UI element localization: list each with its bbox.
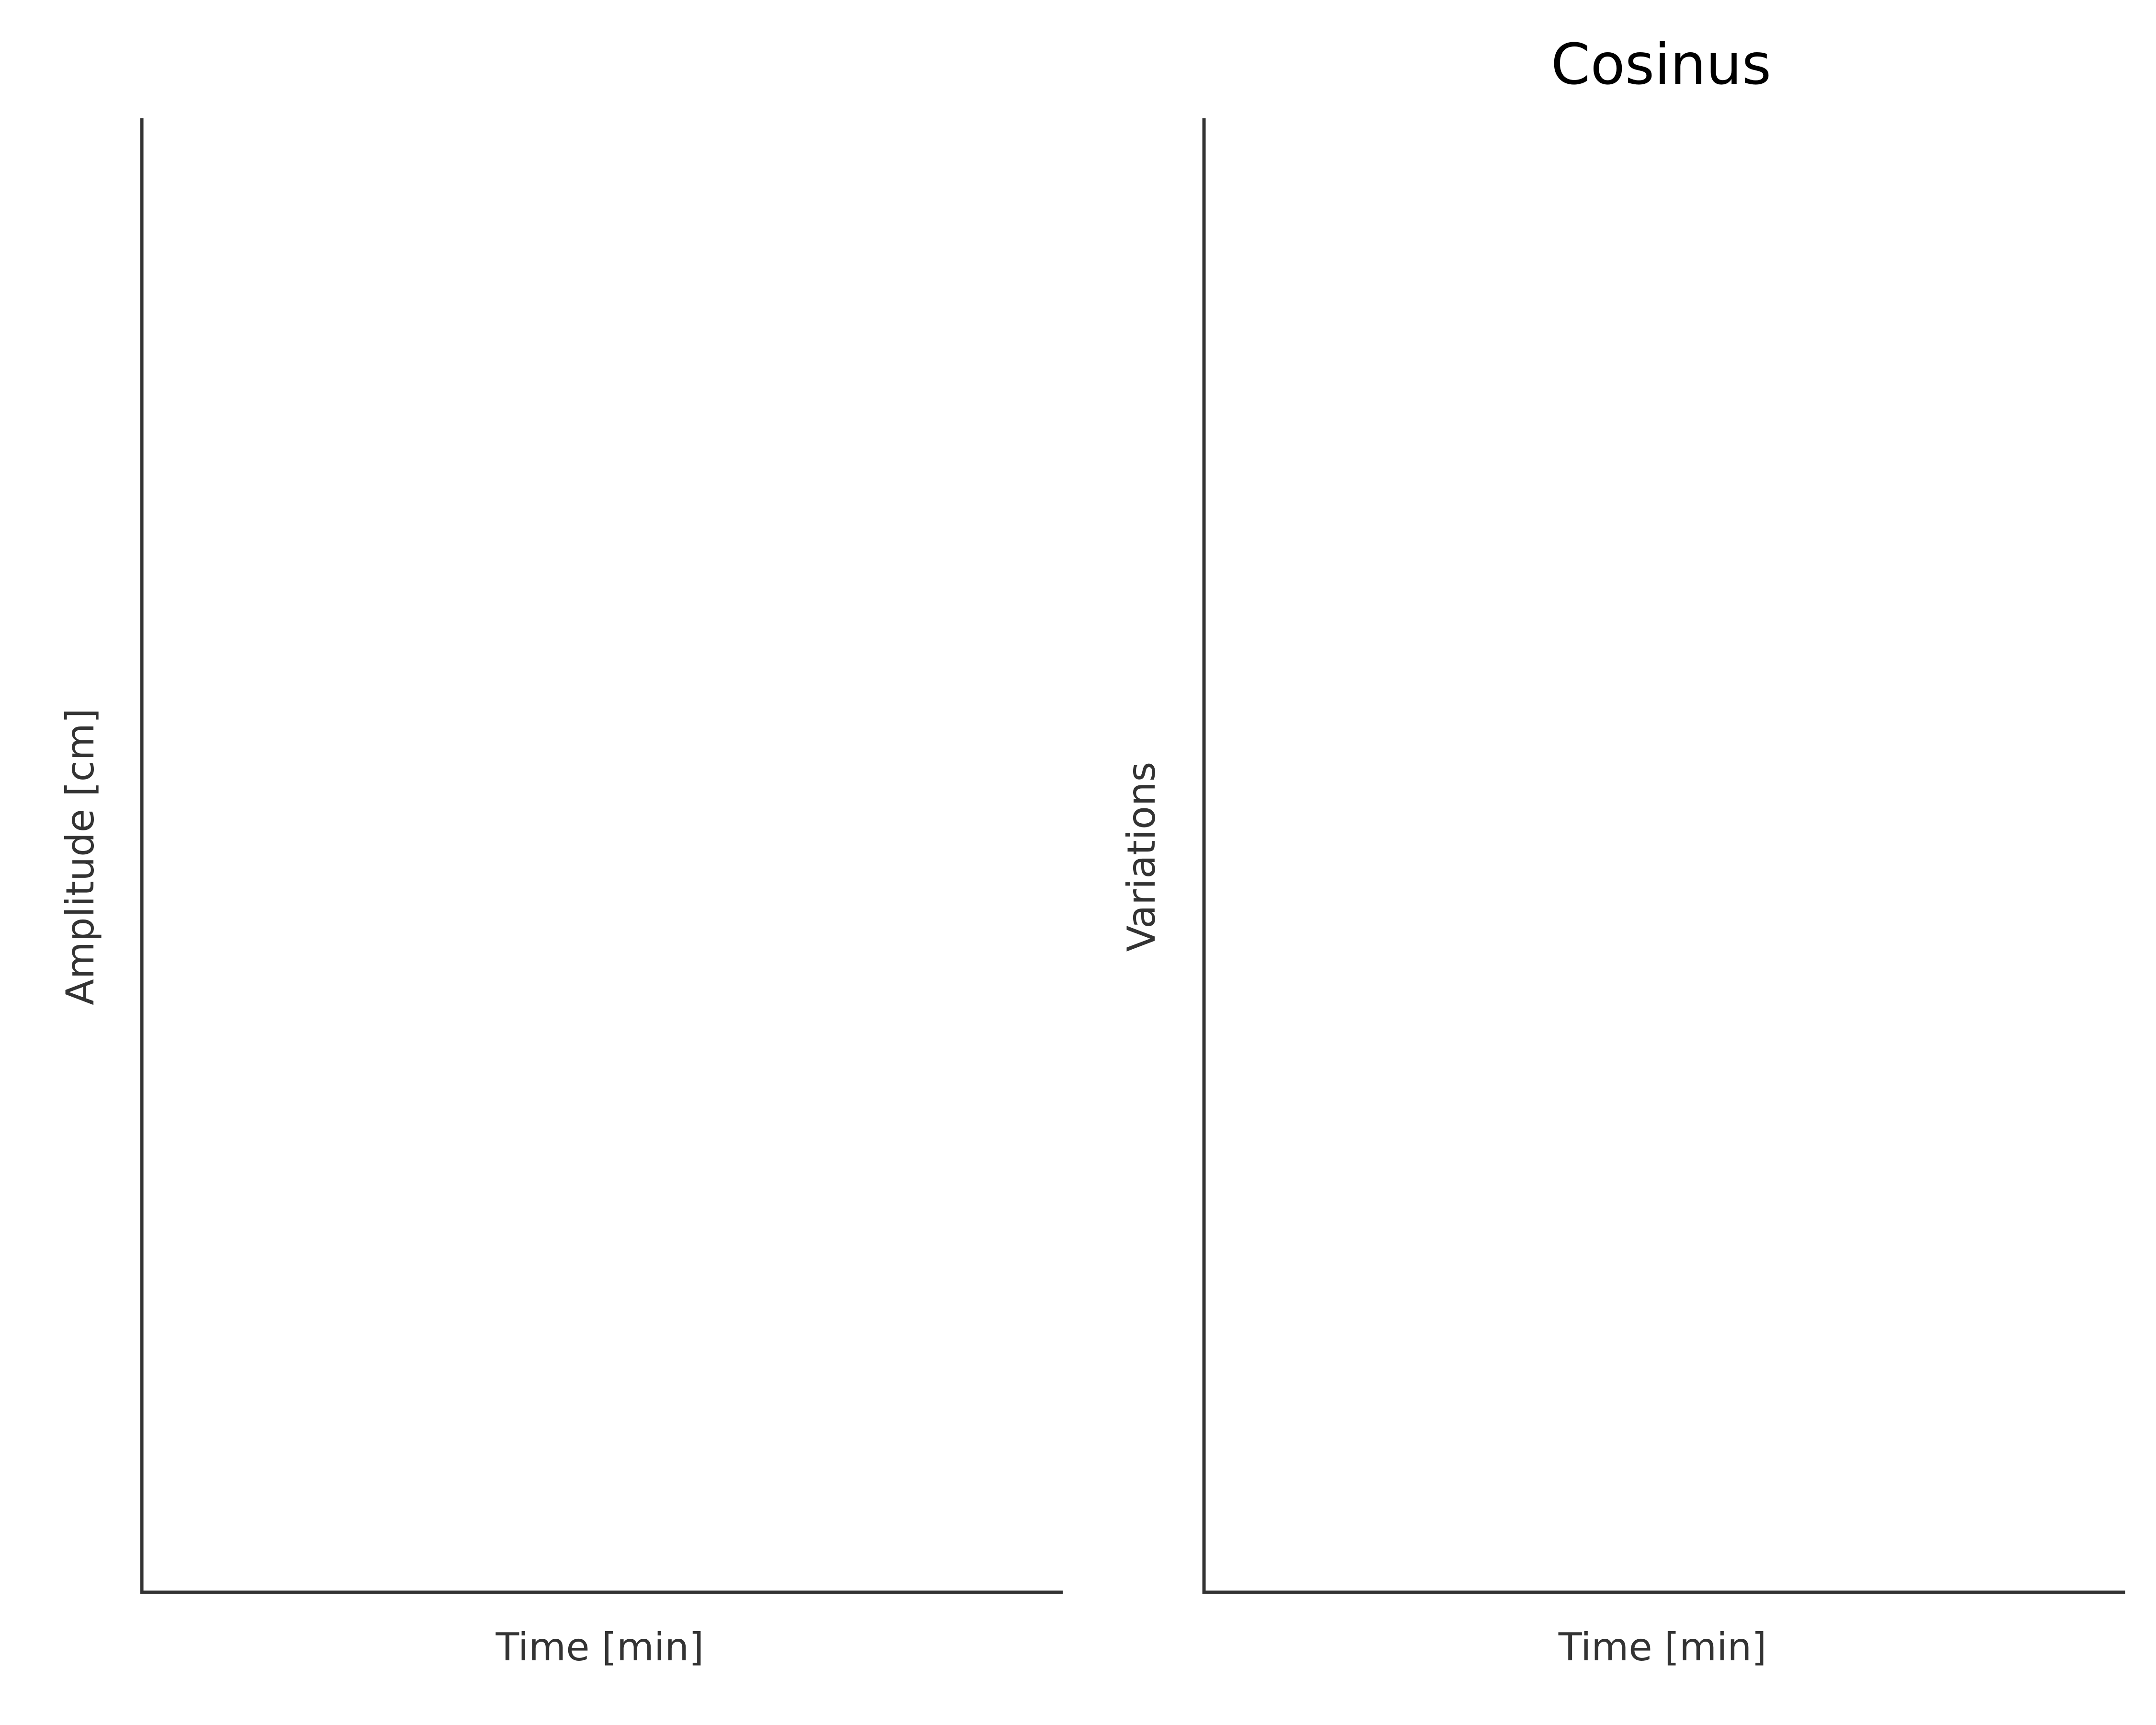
chart-title-right: Cosinus [1551, 31, 1771, 97]
x-axis-label-left: Time [min] [495, 1625, 704, 1669]
chart-left: Time [min] Amplitude [cm] [58, 118, 1063, 1669]
y-axis-label-right: Variations [1119, 762, 1164, 952]
x-axis-label-right: Time [min] [1558, 1625, 1767, 1669]
y-axis-label-left: Amplitude [cm] [58, 708, 103, 1005]
chart-right: Cosinus Time [min] Variations [1119, 31, 2125, 1669]
